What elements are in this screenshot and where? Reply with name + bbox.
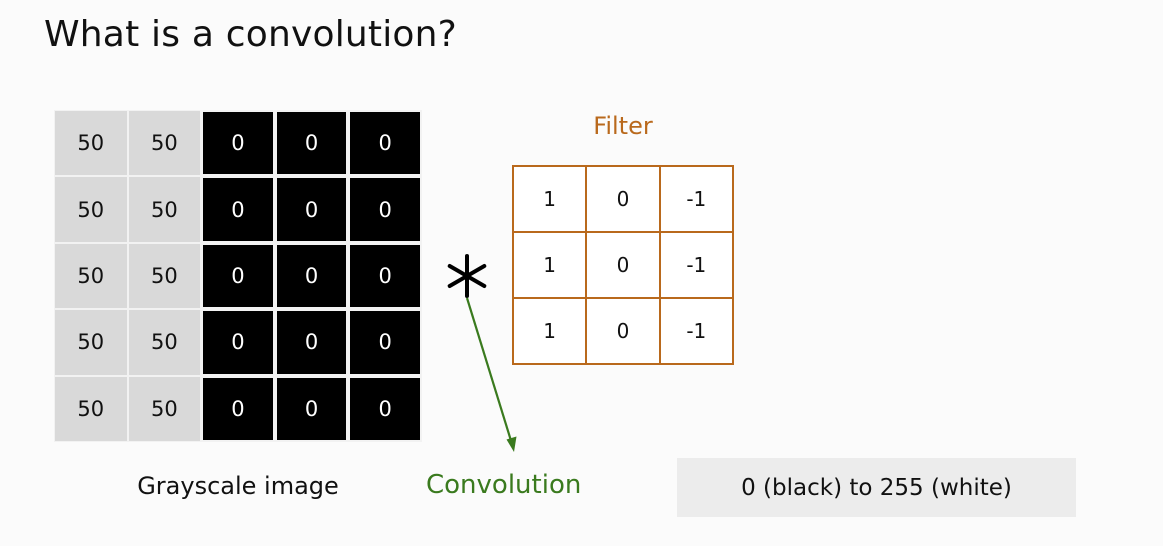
image-cell: 0 [201,309,275,376]
image-cell: 0 [348,242,422,310]
image-cell: 50 [127,110,202,177]
image-cell: 0 [201,242,275,310]
filter-cell: 1 [513,298,587,364]
image-cell: 50 [54,110,128,177]
filter-cell: 0 [586,166,660,232]
image-cell: 0 [201,176,275,243]
asterisk-icon [447,254,487,298]
image-cell: 50 [127,309,202,376]
image-cell: 0 [274,309,349,376]
image-cell: 0 [274,110,349,177]
arrow-icon [465,297,517,452]
convolution-operator [447,254,517,452]
image-cell: 50 [54,309,128,376]
grayscale-image-caption: Grayscale image [137,472,339,500]
image-cell: 50 [54,242,128,310]
filter-cell: 1 [513,232,587,298]
image-cell: 0 [274,242,349,310]
image-cell: 0 [348,375,422,442]
slide-title: What is a convolution? [44,14,457,55]
filter-cell: 0 [586,298,660,364]
image-cell: 0 [201,110,275,177]
filter-grid: 1 0 -1 1 0 -1 1 0 -1 [512,165,734,365]
image-cell: 0 [201,375,275,442]
image-cell: 0 [274,176,349,243]
image-cell: 0 [348,309,422,376]
filter-cell: -1 [659,166,733,232]
filter-cell: 1 [513,166,587,232]
image-cell: 0 [348,110,422,177]
grayscale-range-note: 0 (black) to 255 (white) [677,458,1076,517]
filter-title: Filter [593,112,653,140]
image-cell: 50 [127,176,202,243]
filter-cell: 0 [586,232,660,298]
image-cell: 0 [348,176,422,243]
convolution-label: Convolution [426,470,582,500]
filter-cell: -1 [659,298,733,364]
image-cell: 50 [127,375,202,442]
image-cell: 50 [54,176,128,243]
image-cell: 50 [127,242,202,310]
image-cell: 0 [274,375,349,442]
image-cell: 50 [54,375,128,442]
grayscale-image-grid: 50 50 0 0 0 50 50 0 0 0 50 50 0 0 0 50 5… [54,110,422,442]
filter-cell: -1 [659,232,733,298]
